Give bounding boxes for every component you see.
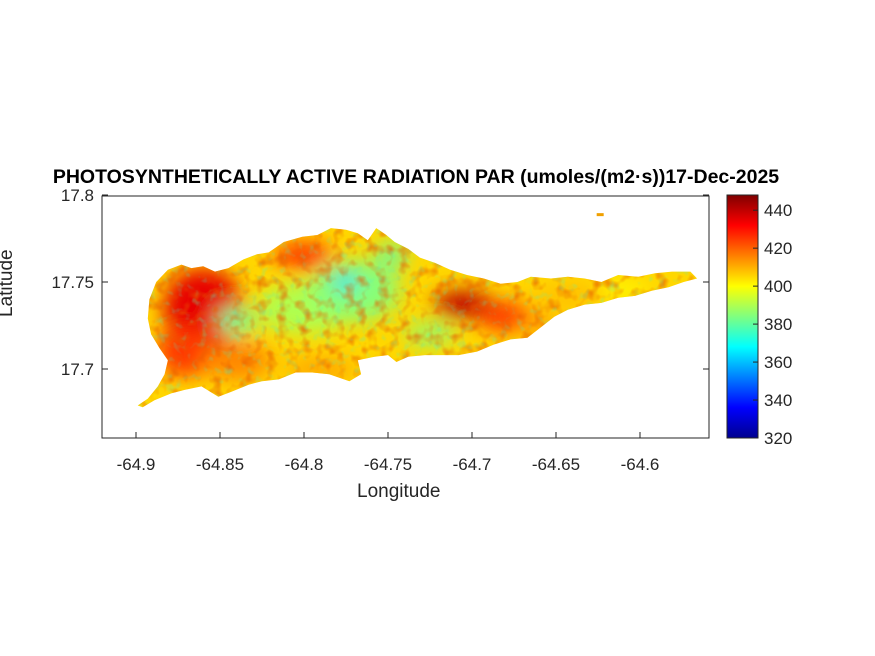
y-axis-ticks: 17.7 17.75 17.8: [51, 186, 709, 379]
y-tick-label: 17.7: [61, 360, 94, 379]
x-tick-label: -64.6: [621, 455, 660, 474]
par-heatmap-island: [137, 228, 698, 408]
colorbar: [726, 194, 759, 439]
colorbar-tick-label: 420: [764, 239, 792, 258]
colorbar-tick-label: 340: [764, 391, 792, 410]
colorbar-ticks: 320 340 360 380 400 420 440: [753, 201, 792, 448]
x-axis-ticks: -64.9 -64.85 -64.8 -64.75 -64.7 -64.65 -64.6: [117, 432, 660, 474]
x-tick-label: -64.75: [364, 455, 412, 474]
x-tick-label: -64.8: [285, 455, 324, 474]
y-tick-label: 17.8: [61, 186, 94, 205]
x-tick-label: -64.9: [117, 455, 156, 474]
colorbar-tick-label: 360: [764, 353, 792, 372]
x-axis-label: Longitude: [357, 481, 441, 502]
colorbar-tick-label: 320: [764, 429, 792, 448]
y-tick-label: 17.75: [51, 273, 94, 292]
y-axis-label: Latitude: [0, 249, 17, 317]
x-tick-label: -64.7: [453, 455, 492, 474]
colorbar-tick-label: 380: [764, 315, 792, 334]
axes-box: [101, 195, 710, 439]
colorbar-tick-label: 440: [764, 201, 792, 220]
chart-title: PHOTOSYNTHETICALLY ACTIVE RADIATION PAR …: [52, 166, 780, 188]
colorbar-tick-label: 400: [764, 277, 792, 296]
islet: [596, 213, 604, 217]
texture-green: [137, 228, 698, 408]
x-tick-label: -64.85: [196, 455, 244, 474]
x-tick-label: -64.65: [532, 455, 580, 474]
